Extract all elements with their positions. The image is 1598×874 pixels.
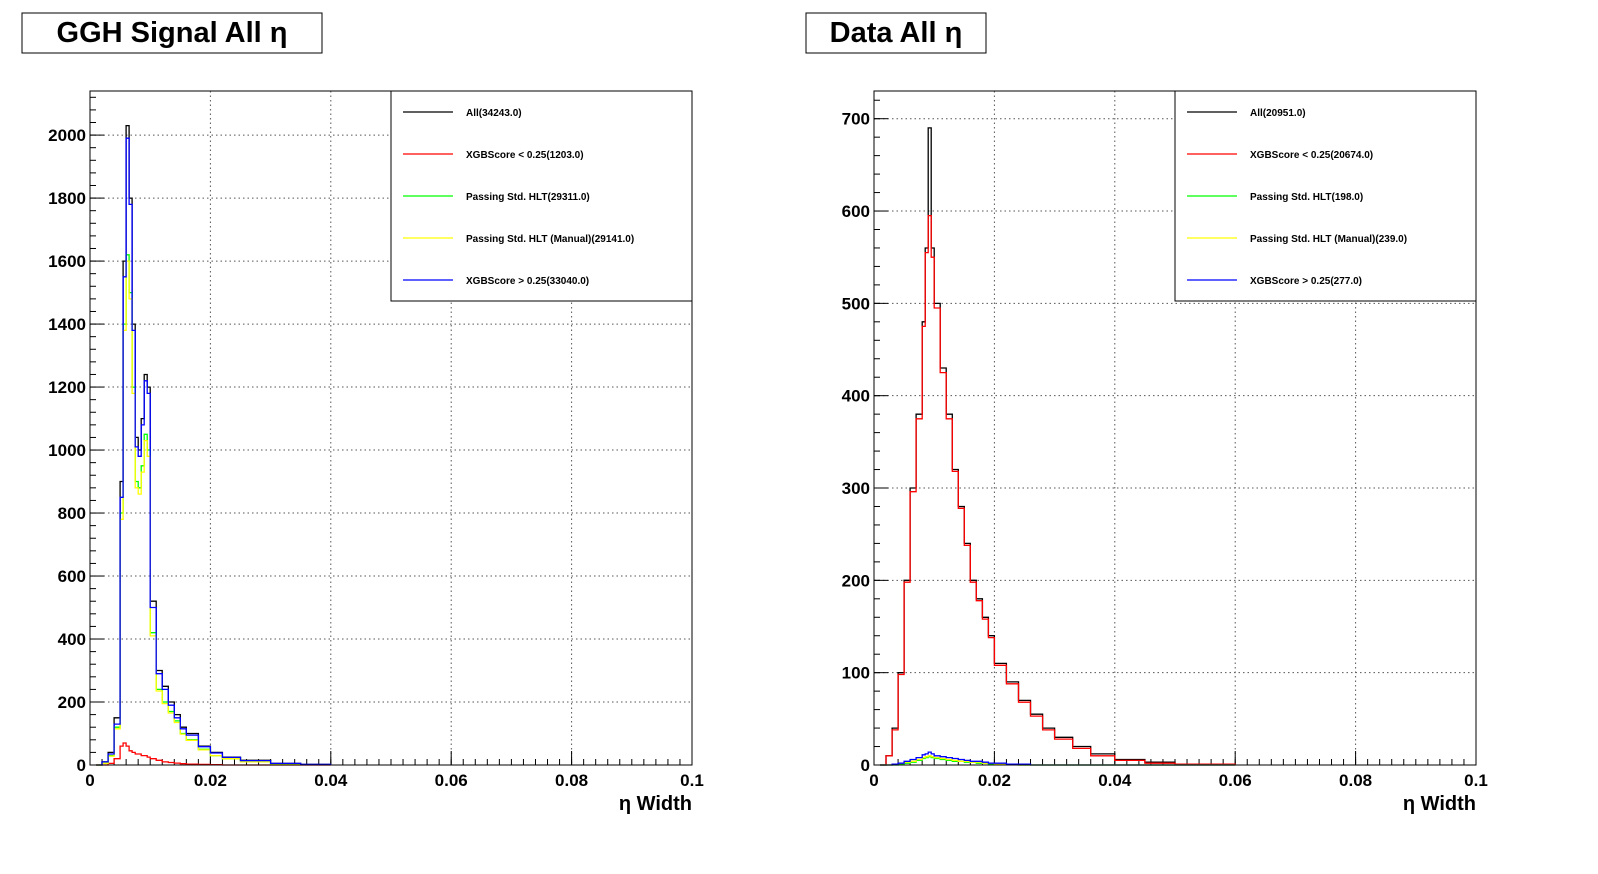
y-tick-label: 200 xyxy=(58,693,86,712)
legend-label: All(34243.0) xyxy=(466,108,522,119)
series-line-1 xyxy=(96,742,331,766)
y-tick-label: 100 xyxy=(842,664,870,683)
x-tick-label: 0.08 xyxy=(1339,771,1372,790)
plot-area: 0 100 200 300 400 500 600 700 0 0.02 0.04 0.06 0.08 0… xyxy=(842,90,1488,790)
y-tick-label: 300 xyxy=(842,479,870,498)
y-tick-label: 400 xyxy=(58,630,86,649)
x-tick-label: 0.1 xyxy=(680,771,704,790)
x-tick-label: 0.04 xyxy=(1098,771,1132,790)
x-axis-label: η Width xyxy=(1403,793,1476,815)
y-tick-label: 1200 xyxy=(48,378,86,397)
chart-data-all: Data All η 0 100 200 300 400 500 600 700 0 0.02 0.… xyxy=(805,12,1488,815)
series-line-1 xyxy=(880,214,1236,766)
x-tick-label: 0.06 xyxy=(1219,771,1252,790)
legend-label: XGBScore > 0.25(277.0) xyxy=(1250,276,1362,287)
legend-label: XGBScore < 0.25(1203.0) xyxy=(466,150,584,161)
legend-label: Passing Std. HLT (Manual)(239.0) xyxy=(1250,234,1407,245)
y-tick-label: 1800 xyxy=(48,189,86,208)
chart-title-box xyxy=(805,12,987,54)
plot-area: 0 200 400 600 800 1000 1200 1400 1600 1800 2000 0 0.… xyxy=(48,90,704,790)
y-tick-label: 400 xyxy=(842,387,870,406)
x-tick-label: 0.04 xyxy=(314,771,348,790)
y-tick-label: 600 xyxy=(58,567,86,586)
chart-title: GGH Signal All η xyxy=(57,17,288,49)
x-tick-label: 0 xyxy=(85,771,94,790)
legend-label: Passing Std. HLT (Manual)(29141.0) xyxy=(466,234,634,245)
y-tick-label: 0 xyxy=(861,756,870,775)
legend-label: XGBScore < 0.25(20674.0) xyxy=(1250,150,1373,161)
y-tick-label: 1400 xyxy=(48,315,86,334)
y-tick-label: 1600 xyxy=(48,252,86,271)
chart-title: Data All η xyxy=(830,17,963,49)
series-line-4 xyxy=(96,137,332,766)
y-tick-label: 2000 xyxy=(48,126,86,145)
y-tick-label: 600 xyxy=(842,202,870,221)
x-tick-label: 0.08 xyxy=(555,771,588,790)
y-tick-label: 0 xyxy=(77,756,86,775)
y-tick-label: 800 xyxy=(58,504,86,523)
legend-label: Passing Std. HLT(198.0) xyxy=(1250,192,1363,203)
legend-label: Passing Std. HLT(29311.0) xyxy=(466,192,590,203)
y-tick-label: 500 xyxy=(842,294,870,313)
x-tick-label: 0.1 xyxy=(1464,771,1488,790)
y-tick-label: 1000 xyxy=(48,441,86,460)
x-tick-label: 0.02 xyxy=(978,771,1011,790)
x-axis-label: η Width xyxy=(619,793,692,815)
chart-ggh-signal: GGH Signal All η 0 200 400 600 800 1000 1200 14… xyxy=(21,12,704,815)
x-tick-label: 0.02 xyxy=(194,771,227,790)
legend-label: All(20951.0) xyxy=(1250,108,1306,119)
chart-title-box xyxy=(21,12,323,54)
y-tick-label: 700 xyxy=(842,110,870,129)
legend-label: XGBScore > 0.25(33040.0) xyxy=(466,276,589,287)
series-line-4 xyxy=(880,751,1236,766)
x-tick-label: 0.06 xyxy=(435,771,468,790)
y-tick-label: 200 xyxy=(842,571,870,590)
x-tick-label: 0 xyxy=(869,771,878,790)
